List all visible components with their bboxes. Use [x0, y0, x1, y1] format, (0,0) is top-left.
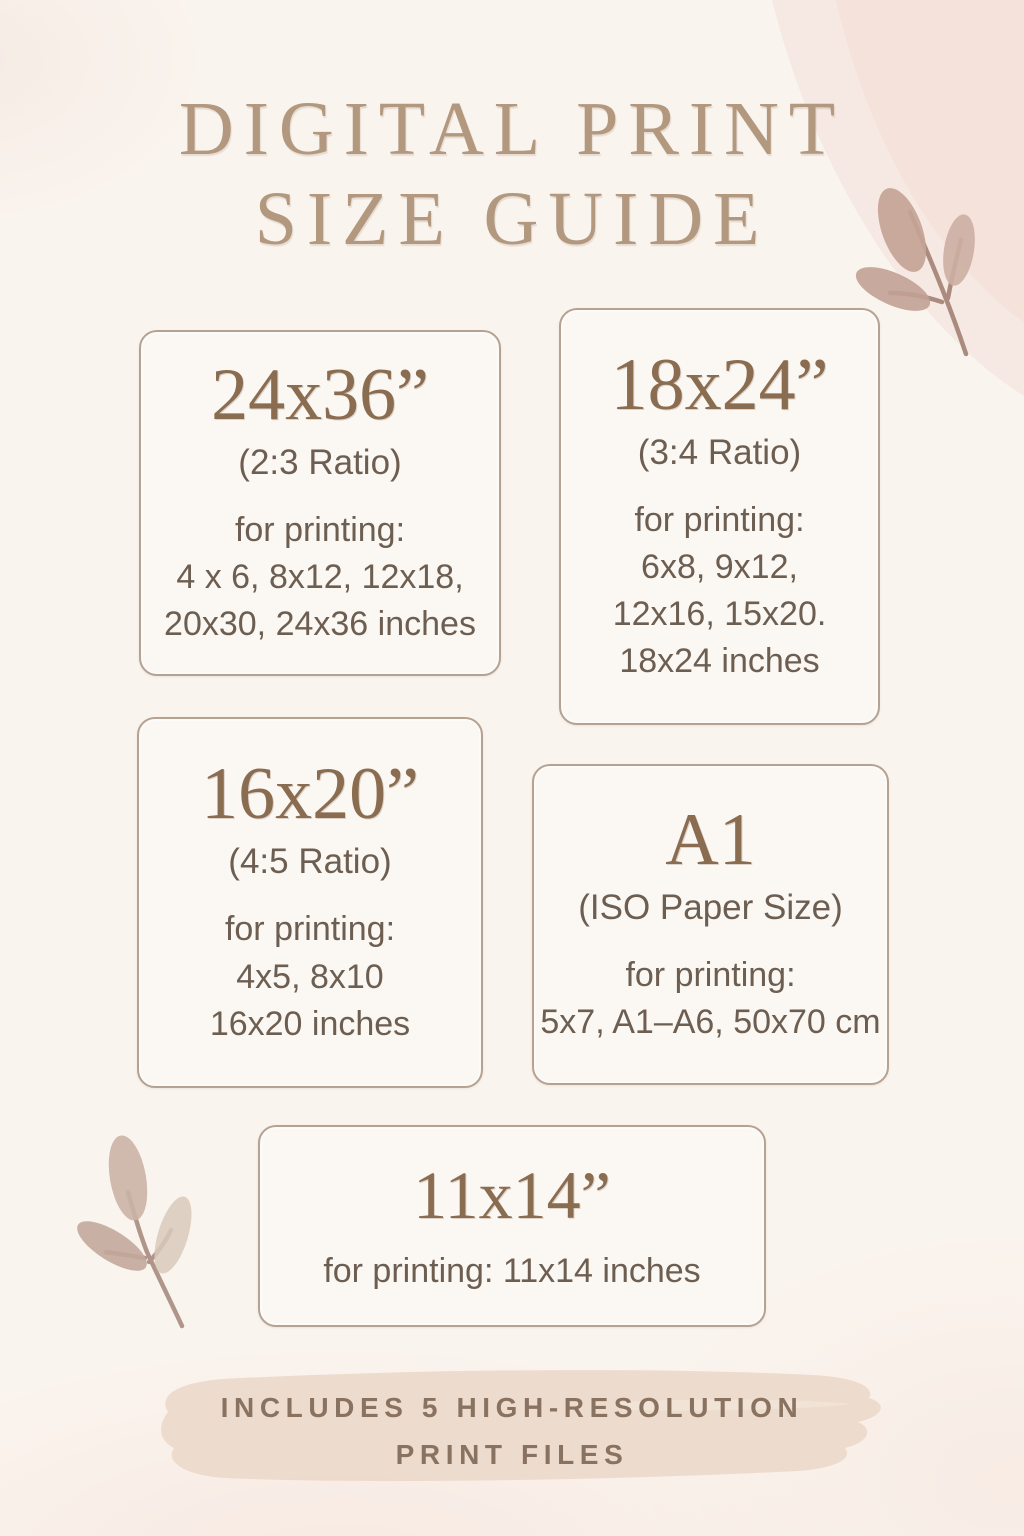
size-card-a1: A1 (ISO Paper Size) for printing: 5x7, A…	[532, 764, 889, 1085]
size-card-24x36: 24x36” (2:3 Ratio) for printing: 4 x 6, …	[139, 330, 501, 676]
card-ratio-label: (3:4 Ratio)	[637, 432, 802, 472]
print-size-line: 12x16, 15x20.	[612, 595, 827, 634]
card-size-heading: 16x20”	[201, 753, 419, 836]
card-size-heading: A1	[665, 798, 756, 881]
print-size-line: 20x30, 24x36 inches	[164, 605, 476, 644]
print-size-line: 6x8, 9x12,	[641, 548, 798, 587]
footer-note-line2: PRINT FILES	[395, 1439, 629, 1471]
card-size-heading: 18x24”	[610, 343, 829, 426]
card-size-heading: 11x14”	[413, 1156, 611, 1233]
leaf-branch-icon	[855, 188, 975, 357]
footer-note: INCLUDES 5 HIGH-RESOLUTION PRINT FILES	[0, 1384, 1024, 1478]
size-card-18x24: 18x24” (3:4 Ratio) for printing: 6x8, 9x…	[559, 308, 880, 725]
leaf-branch-icon	[77, 1135, 192, 1329]
card-intro-label: for printing:	[625, 955, 796, 994]
brush-stroke	[161, 1370, 881, 1482]
card-intro-label: for printing: 11x14 inches	[323, 1251, 701, 1290]
page-title: DIGITAL PRINT SIZE GUIDE	[0, 84, 1024, 265]
card-ratio-label: (ISO Paper Size)	[578, 887, 843, 927]
card-intro-label: for printing:	[224, 910, 396, 949]
size-card-16x20: 16x20” (4:5 Ratio) for printing: 4x5, 8x…	[137, 717, 483, 1088]
card-intro-label: for printing:	[234, 510, 406, 549]
card-print-sizes: 6x8, 9x12, 12x16, 15x20. 18x24 inches	[613, 544, 827, 685]
print-size-line: 16x20 inches	[209, 1004, 411, 1043]
card-print-sizes: 5x7, A1–A6, 50x70 cm	[540, 999, 880, 1046]
card-print-sizes: 4x5, 8x10 16x20 inches	[210, 954, 410, 1048]
card-ratio-label: (4:5 Ratio)	[228, 842, 392, 882]
card-intro-label: for printing:	[634, 500, 805, 539]
size-card-11x14: 11x14” for printing: 11x14 inches	[258, 1125, 766, 1327]
footer-note-line1: INCLUDES 5 HIGH-RESOLUTION	[220, 1392, 804, 1423]
print-size-line: 18x24 inches	[619, 642, 820, 681]
print-size-line: 4x5, 8x10	[236, 957, 384, 996]
card-ratio-label: (2:3 Ratio)	[238, 442, 402, 482]
page-title-line1: DIGITAL PRINT	[178, 87, 846, 171]
card-print-sizes: 4 x 6, 8x12, 12x18, 20x30, 24x36 inches	[164, 554, 476, 648]
print-size-line: 5x7, A1–A6, 50x70 cm	[540, 1003, 881, 1042]
print-size-line: 4 x 6, 8x12, 12x18,	[176, 558, 464, 597]
page-title-line2: SIZE GUIDE	[254, 177, 770, 262]
card-size-heading: 24x36”	[211, 353, 429, 436]
